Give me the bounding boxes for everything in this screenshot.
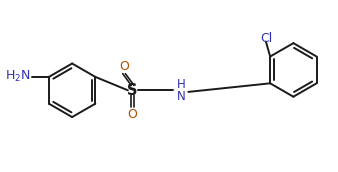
Text: $\mathregular{H_2N}$: $\mathregular{H_2N}$ — [5, 69, 30, 84]
Text: O: O — [119, 60, 129, 73]
Text: S: S — [127, 83, 138, 98]
Text: O: O — [128, 108, 138, 121]
Text: Cl: Cl — [260, 32, 272, 45]
Text: H
N: H N — [176, 78, 185, 103]
